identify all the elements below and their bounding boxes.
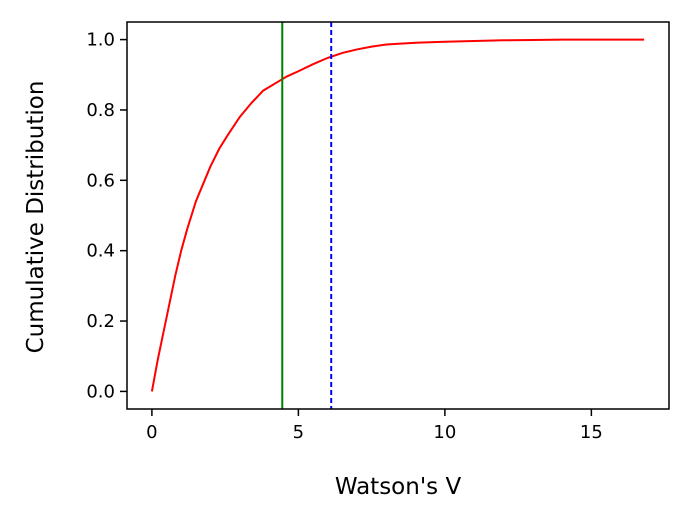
y-tick-label: 1.0 bbox=[86, 30, 115, 51]
y-tick-label: 0.0 bbox=[86, 381, 115, 402]
y-tick-label: 0.4 bbox=[86, 241, 115, 262]
x-tick-label: 10 bbox=[433, 422, 456, 443]
y-tick-label: 0.8 bbox=[86, 100, 115, 121]
y-tick-label: 0.2 bbox=[86, 311, 115, 332]
x-tick-label: 5 bbox=[293, 422, 304, 443]
y-tick-label: 0.6 bbox=[86, 170, 115, 191]
x-tick-label: 0 bbox=[146, 422, 157, 443]
y-axis-label: Cumulative Distribution bbox=[23, 81, 49, 354]
x-axis-label: Watson's V bbox=[335, 474, 462, 500]
cdf-series-line bbox=[150, 38, 645, 392]
x-tick-label: 15 bbox=[580, 422, 603, 443]
axes-frame bbox=[126, 21, 670, 410]
x-axis-ticks: 0 5 10 15 bbox=[146, 409, 603, 443]
plot-area bbox=[126, 21, 670, 410]
y-axis-ticks: 0.0 0.2 0.4 0.6 0.8 1.0 bbox=[86, 30, 127, 402]
